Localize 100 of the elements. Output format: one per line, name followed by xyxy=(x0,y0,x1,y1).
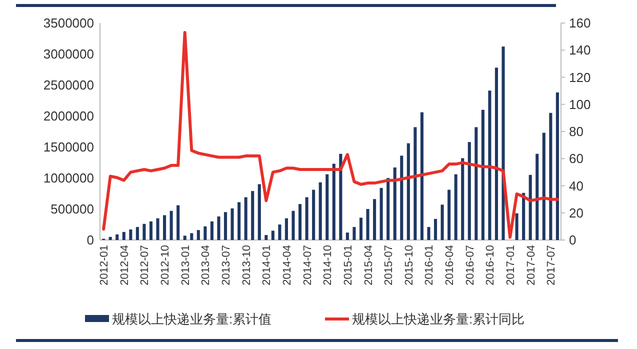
bar xyxy=(352,226,356,240)
x-tick-label: 2016-01 xyxy=(424,245,436,286)
y-tick-label: 500000 xyxy=(50,202,94,217)
bar xyxy=(502,46,505,240)
x-tick-label: 2014-04 xyxy=(281,245,294,286)
bar xyxy=(326,174,329,240)
y-tick-label: 0 xyxy=(86,232,94,248)
bar xyxy=(156,218,160,240)
y2-tick-label: 60 xyxy=(569,151,584,166)
bar xyxy=(318,182,322,240)
bar xyxy=(536,154,539,240)
bar xyxy=(434,218,438,240)
bar xyxy=(149,221,152,240)
x-tick-label: 2016-07 xyxy=(464,245,476,286)
x-tick-label: 2014-10 xyxy=(322,245,334,286)
bar xyxy=(271,230,274,240)
x-tick-label: 2017-04 xyxy=(525,245,538,286)
bar xyxy=(494,68,498,240)
bar xyxy=(183,236,186,240)
x-tick-label: 2014-01 xyxy=(261,245,274,286)
bar xyxy=(251,191,254,240)
legend-label: 规模以上快递业务量:累计同比 xyxy=(352,312,525,327)
line-series xyxy=(102,30,559,239)
bar xyxy=(284,218,288,240)
bar xyxy=(380,188,383,240)
bar xyxy=(461,158,464,240)
y2-tick-label: 140 xyxy=(569,42,591,58)
bar xyxy=(481,110,484,240)
bar xyxy=(305,197,308,240)
bar xyxy=(129,229,132,240)
bar xyxy=(400,156,404,240)
bar xyxy=(298,204,302,240)
bar xyxy=(244,197,248,240)
bar xyxy=(176,205,180,240)
x-tick-label: 2012-07 xyxy=(139,245,152,286)
bar xyxy=(339,154,342,240)
x-tick-label: 2012-04 xyxy=(118,245,131,286)
bar xyxy=(556,92,559,240)
y2-tick-label: 40 xyxy=(569,178,584,194)
bar xyxy=(190,233,194,240)
bar xyxy=(359,218,363,240)
y2-tick-label: 80 xyxy=(569,124,584,140)
bar xyxy=(528,174,532,240)
bar xyxy=(136,226,139,240)
bar xyxy=(204,226,207,240)
bar xyxy=(414,127,417,240)
bar xyxy=(312,190,316,240)
bar xyxy=(332,164,336,240)
bar xyxy=(346,232,349,240)
bar xyxy=(406,143,410,240)
bar xyxy=(217,216,220,240)
y2-tick-label: 20 xyxy=(569,205,584,220)
bar xyxy=(196,230,200,240)
x-tick-label: 2015-07 xyxy=(383,245,396,286)
bar xyxy=(278,224,282,240)
bar xyxy=(230,208,234,240)
y-tick-label: 2500000 xyxy=(43,78,94,93)
bar xyxy=(386,178,390,240)
x-tick-label: 2015-10 xyxy=(403,245,416,286)
bar xyxy=(224,212,228,240)
bar xyxy=(474,127,478,240)
bar xyxy=(122,232,126,240)
bar xyxy=(258,184,261,240)
bar xyxy=(454,174,458,240)
x-tick-label: 2012-01 xyxy=(98,245,111,286)
bar xyxy=(116,234,119,240)
legend-label: 规模以上快递业务量:累计值 xyxy=(112,312,272,327)
bar xyxy=(488,90,492,240)
x-tick-label: 2013-04 xyxy=(200,245,212,286)
bar xyxy=(542,132,546,240)
y2-tick-label: 0 xyxy=(569,232,576,248)
y-tick-label: 1000000 xyxy=(43,170,94,186)
x-tick-label: 2012-10 xyxy=(160,245,172,286)
x-tick-label: 2017-01 xyxy=(505,245,518,286)
bar xyxy=(108,236,112,240)
x-tick-label: 2016-04 xyxy=(444,245,456,286)
bar xyxy=(515,213,518,240)
bar xyxy=(522,192,526,240)
bar xyxy=(210,221,214,240)
bar xyxy=(440,204,444,240)
x-tick-label: 2013-10 xyxy=(240,245,253,286)
x-tick-label: 2015-01 xyxy=(342,245,354,286)
bar xyxy=(264,235,268,240)
x-tick-label: 2013-01 xyxy=(180,245,192,286)
y2-tick-label: 120 xyxy=(569,70,591,85)
y2-tick-label: 100 xyxy=(569,96,591,112)
bar xyxy=(448,190,451,240)
bar xyxy=(549,112,552,240)
x-tick-label: 2017-07 xyxy=(546,245,558,286)
bar xyxy=(238,202,241,240)
bar xyxy=(170,210,173,240)
y-tick-label: 2000000 xyxy=(43,108,94,124)
bar xyxy=(373,199,376,240)
bar xyxy=(292,210,295,240)
x-tick-label: 2016-10 xyxy=(484,245,497,286)
bar xyxy=(163,215,166,240)
bar xyxy=(393,167,396,240)
bar xyxy=(420,112,424,240)
bar xyxy=(366,209,370,240)
bar xyxy=(142,224,146,240)
